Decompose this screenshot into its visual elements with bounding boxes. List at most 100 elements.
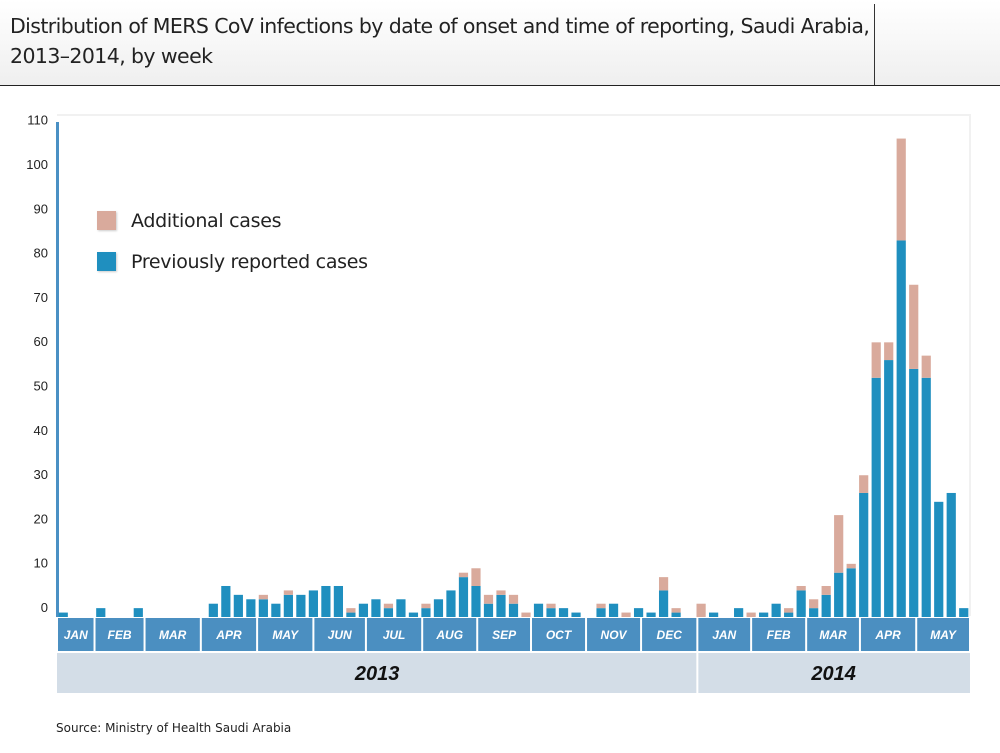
bar-additional (746, 612, 756, 617)
bar-previously-reported (333, 585, 344, 617)
month-label: JUN (328, 628, 352, 642)
bar-previously-reported (421, 608, 431, 617)
bar-previously-reported (396, 599, 406, 617)
bar-previously-reported (608, 603, 619, 617)
bar-previously-reported (296, 594, 306, 617)
month-axis: JAN FEB MAR APR MAY JUN JUL AUG SEP OCT NOV DEC JAN F… (58, 618, 969, 651)
y-tick-label: 50 (34, 379, 48, 394)
bar-additional (383, 603, 394, 609)
bar-previously-reported (671, 612, 681, 617)
bar-previously-reported (133, 608, 143, 617)
bar-additional (508, 594, 519, 604)
bar-additional (471, 568, 481, 586)
chart-title: Distribution of MERS CoV infections by d… (10, 14, 870, 68)
year-cell (698, 653, 970, 693)
legend-swatch-additional (97, 211, 116, 230)
month-cell (642, 618, 697, 651)
bar-additional (421, 603, 431, 609)
month-label: APR (874, 628, 901, 642)
bar-previously-reported (358, 603, 369, 617)
bar-previously-reported (433, 599, 444, 617)
bar-previously-reported (784, 612, 794, 617)
bar-previously-reported (483, 603, 494, 617)
month-label: OCT (546, 628, 573, 642)
month-label: APR (215, 628, 242, 642)
month-cell (314, 618, 365, 651)
y-tick-label: 70 (34, 290, 48, 305)
bar-previously-reported (96, 608, 106, 617)
year-cell (57, 653, 697, 693)
bar-previously-reported (946, 492, 956, 617)
bar-previously-reported (709, 612, 719, 617)
legend: Additional cases Previously reported cas… (97, 200, 368, 282)
bar-previously-reported (558, 608, 569, 617)
bar-additional (521, 612, 531, 617)
bar-previously-reported (258, 599, 268, 617)
bar-previously-reported (246, 599, 256, 617)
bar-previously-reported (383, 608, 394, 617)
bar-previously-reported (408, 612, 419, 617)
bar-previously-reported (321, 585, 331, 617)
month-label: MAR (159, 628, 187, 642)
bar-previously-reported (346, 612, 356, 617)
bars (58, 138, 969, 617)
bar-additional (596, 603, 606, 609)
bar-previously-reported (658, 590, 669, 617)
y-tick-label: 80 (34, 246, 48, 261)
bar-previously-reported (759, 612, 769, 617)
bar-previously-reported (533, 603, 544, 617)
bar-additional (871, 342, 881, 378)
bar-previously-reported (221, 585, 231, 617)
bar-previously-reported (596, 608, 606, 617)
bar-additional (909, 284, 919, 369)
y-tick-label: 90 (34, 201, 48, 216)
month-label: MAR (819, 628, 847, 642)
month-cell (478, 618, 531, 651)
bar-previously-reported (471, 585, 481, 617)
y-tick-label: 20 (34, 511, 48, 526)
bar-additional (846, 563, 856, 569)
bar-additional (796, 585, 806, 591)
y-tick-label: 30 (34, 467, 48, 482)
bar-previously-reported (796, 590, 806, 617)
bar-previously-reported (959, 608, 969, 617)
bar-additional (696, 603, 706, 617)
bar-previously-reported (921, 377, 931, 617)
legend-item-previously-reported: Previously reported cases (97, 241, 368, 282)
month-cell (366, 618, 422, 651)
bar-previously-reported (909, 368, 919, 617)
bar-previously-reported (508, 603, 519, 617)
y-tick-label: 100 (26, 157, 48, 172)
bar-additional (283, 590, 293, 595)
month-cell (587, 618, 641, 651)
bar-additional (784, 608, 794, 613)
month-cell (423, 618, 477, 651)
bar-additional (496, 590, 506, 595)
bar-previously-reported (821, 594, 831, 617)
month-label: MAY (930, 628, 957, 642)
bar-previously-reported (859, 492, 869, 617)
plot-frame-right (969, 114, 971, 616)
bar-previously-reported (771, 603, 781, 617)
bar-previously-reported (896, 240, 906, 617)
y-axis: 0 10 20 30 40 50 60 70 80 90 100 110 (26, 113, 59, 617)
month-cell (201, 618, 257, 651)
month-label: SEP (492, 628, 517, 642)
month-cell (532, 618, 586, 651)
legend-swatch-previously-reported (97, 252, 116, 271)
legend-item-additional: Additional cases (97, 200, 368, 241)
month-label: MAY (272, 628, 299, 642)
bar-additional (821, 585, 831, 595)
header: Distribution of MERS CoV infections by d… (0, 0, 1000, 86)
bar-previously-reported (208, 603, 218, 617)
month-cell (95, 618, 144, 651)
bar-previously-reported (446, 590, 456, 617)
month-label: FEB (767, 628, 791, 642)
bar-additional (809, 599, 819, 609)
y-tick-label: 0 (41, 600, 48, 615)
bar-previously-reported (371, 599, 381, 617)
bar-additional (346, 608, 356, 613)
y-tick-label: 10 (34, 556, 48, 571)
month-label: AUG (435, 628, 463, 642)
